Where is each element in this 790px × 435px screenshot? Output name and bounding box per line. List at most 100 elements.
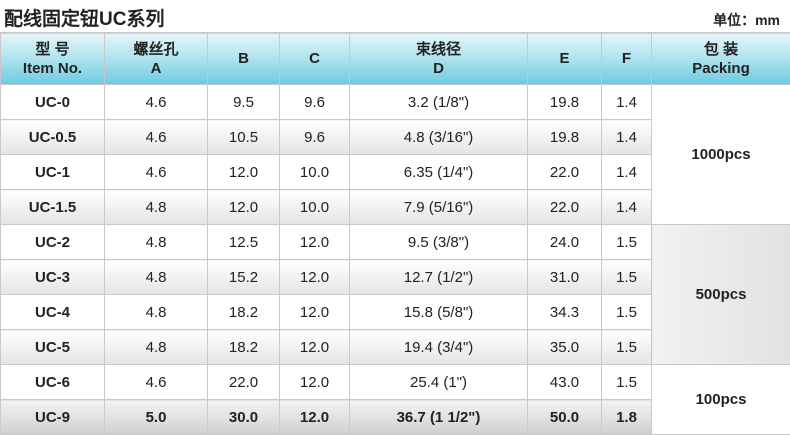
value-cell: 5.0: [104, 399, 208, 435]
item-cell: UC-1.5: [0, 189, 105, 225]
header-line: 型 号: [35, 40, 70, 58]
header-line: 螺丝孔: [133, 40, 179, 58]
value-cell: 1.5: [601, 224, 652, 260]
column-header: 束线径 D: [349, 32, 528, 85]
header-line: A: [150, 59, 162, 77]
value-cell: 4.6: [104, 364, 208, 400]
value-cell: 31.0: [527, 259, 602, 295]
value-cell: 4.8: [104, 329, 208, 365]
table-row: UC-0 4.6 9.5 9.6 3.2 (1/8") 19.8 1.4 1000pcs: [0, 84, 790, 225]
table-row: UC-9 5.0 30.0 12.0 36.7 (1 1/2") 50.0 1.8: [0, 399, 790, 435]
item-cell: UC-4: [0, 294, 105, 330]
table-row: UC-2 4.8 12.5 12.0 9.5 (3/8") 24.0 1.5 500pcs: [0, 224, 790, 365]
value-cell: 4.6: [104, 119, 208, 155]
header-line: C: [309, 50, 320, 67]
header-line: F: [621, 50, 632, 67]
column-header: 型 号 Item No.: [0, 32, 105, 85]
value-cell: 12.0: [279, 329, 350, 365]
item-cell: UC-0.5: [0, 119, 105, 155]
value-cell: 12.0: [279, 294, 350, 330]
spec-table: 型 号 Item No. 螺丝孔 A B C 束线径 D E F 包 装 Packing UC-0 4.…: [0, 32, 790, 435]
value-cell: 1.4: [601, 119, 652, 155]
value-cell: 12.5: [207, 224, 280, 260]
table-row: UC-0.5 4.6 10.5 9.6 4.8 (3/16") 19.8 1.4: [0, 119, 790, 155]
value-cell: 1.8: [601, 399, 652, 435]
value-cell: 19.8: [527, 119, 602, 155]
header-line: 包 装: [703, 40, 739, 58]
value-cell: 30.0: [207, 399, 280, 435]
title: 配线固定钮UC系列: [4, 9, 165, 30]
value-cell: 3.2 (1/8"): [349, 84, 528, 120]
value-cell: 4.8: [104, 224, 208, 260]
packing-cell: 100pcs: [651, 364, 790, 435]
value-cell: 4.8: [104, 259, 208, 295]
value-cell: 7.9 (5/16"): [349, 189, 528, 225]
header-line: Item No.: [22, 59, 83, 77]
value-cell: 6.35 (1/4"): [349, 154, 528, 190]
value-cell: 9.5: [207, 84, 280, 120]
header-row: 型 号 Item No. 螺丝孔 A B C 束线径 D E F 包 装 Packing: [0, 32, 790, 85]
value-cell: 10.0: [279, 189, 350, 225]
table-row: UC-3 4.8 15.2 12.0 12.7 (1/2") 31.0 1.5: [0, 259, 790, 295]
unit: 单位：mm: [713, 12, 780, 28]
value-cell: 15.2: [207, 259, 280, 295]
value-cell: 1.5: [601, 364, 652, 400]
item-cell: UC-9: [0, 399, 105, 435]
value-cell: 19.4 (3/4"): [349, 329, 528, 365]
item-cell: UC-6: [0, 364, 105, 400]
value-cell: 50.0: [527, 399, 602, 435]
value-cell: 34.3: [527, 294, 602, 330]
item-cell: UC-3: [0, 259, 105, 295]
table-row: UC-5 4.8 18.2 12.0 19.4 (3/4") 35.0 1.5: [0, 329, 790, 365]
column-header: 螺丝孔 A: [104, 32, 208, 85]
value-cell: 10.5: [207, 119, 280, 155]
value-cell: 9.6: [279, 119, 350, 155]
value-cell: 22.0: [527, 154, 602, 190]
item-cell: UC-2: [0, 224, 105, 260]
value-cell: 1.5: [601, 329, 652, 365]
column-header: F: [601, 32, 652, 85]
value-cell: 1.4: [601, 189, 652, 225]
value-cell: 22.0: [207, 364, 280, 400]
value-cell: 4.8 (3/16"): [349, 119, 528, 155]
header-line: Packing: [692, 59, 750, 77]
header-line: E: [559, 50, 570, 67]
value-cell: 12.0: [279, 399, 350, 435]
table-row: UC-4 4.8 18.2 12.0 15.8 (5/8") 34.3 1.5: [0, 294, 790, 330]
header-line: D: [433, 59, 444, 77]
column-header: 包 装 Packing: [651, 32, 790, 85]
packing-cell: 500pcs: [651, 224, 790, 365]
value-cell: 9.6: [279, 84, 350, 120]
value-cell: 12.0: [207, 154, 280, 190]
value-cell: 24.0: [527, 224, 602, 260]
value-cell: 1.5: [601, 259, 652, 295]
value-cell: 10.0: [279, 154, 350, 190]
value-cell: 12.0: [279, 364, 350, 400]
item-cell: UC-5: [0, 329, 105, 365]
value-cell: 18.2: [207, 329, 280, 365]
table-body: UC-0 4.6 9.5 9.6 3.2 (1/8") 19.8 1.4 1000pcs UC-…: [0, 84, 790, 435]
value-cell: 4.6: [104, 154, 208, 190]
value-cell: 1.4: [601, 84, 652, 120]
value-cell: 15.8 (5/8"): [349, 294, 528, 330]
column-header: E: [527, 32, 602, 85]
value-cell: 19.8: [527, 84, 602, 120]
value-cell: 1.4: [601, 154, 652, 190]
header-line: 束线径: [415, 40, 461, 58]
value-cell: 35.0: [527, 329, 602, 365]
table-row: UC-1 4.6 12.0 10.0 6.35 (1/4") 22.0 1.4: [0, 154, 790, 190]
packing-cell: 1000pcs: [651, 84, 790, 225]
value-cell: 25.4 (1"): [349, 364, 528, 400]
value-cell: 12.7 (1/2"): [349, 259, 528, 295]
item-cell: UC-0: [0, 84, 105, 120]
value-cell: 12.0: [279, 259, 350, 295]
value-cell: 12.0: [207, 189, 280, 225]
value-cell: 9.5 (3/8"): [349, 224, 528, 260]
column-header: C: [279, 32, 350, 85]
value-cell: 4.8: [104, 294, 208, 330]
value-cell: 36.7 (1 1/2"): [349, 399, 528, 435]
table-row: UC-6 4.6 22.0 12.0 25.4 (1") 43.0 1.5 100pcs: [0, 364, 790, 435]
value-cell: 4.8: [104, 189, 208, 225]
table-row: UC-1.5 4.8 12.0 10.0 7.9 (5/16") 22.0 1.4: [0, 189, 790, 225]
